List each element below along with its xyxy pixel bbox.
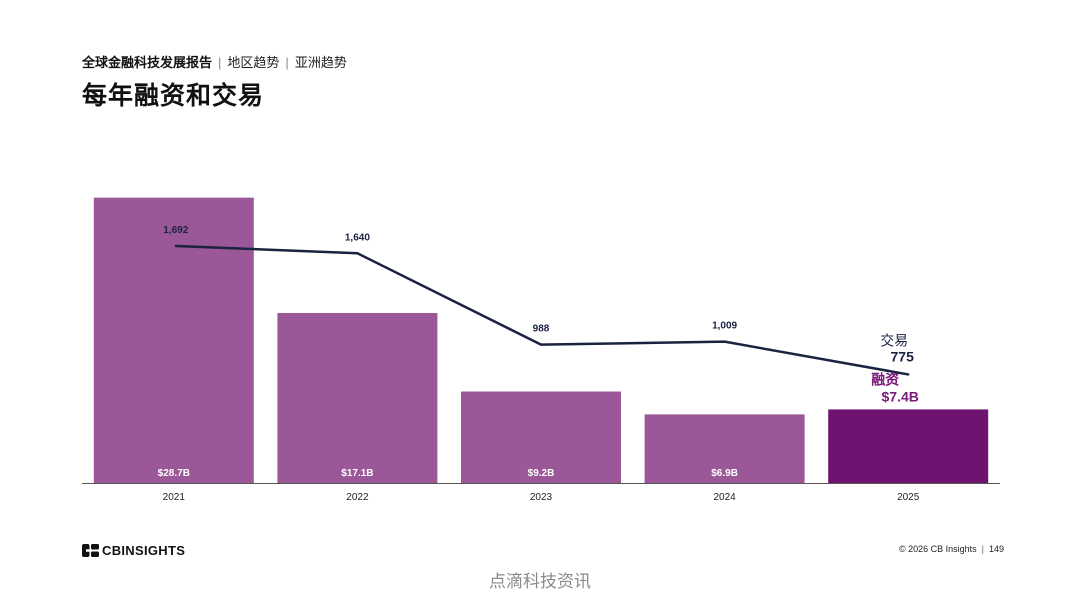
deals-point-2023 [539, 343, 543, 346]
logo-text: CBINSIGHTS [102, 543, 186, 558]
breadcrumb-item-region: 地区趋势 [227, 55, 280, 70]
legend-label-funding: 融资 [871, 371, 899, 387]
x-tick-label-2023: 2023 [530, 492, 553, 503]
bar-value-label-2022: $17.1B [341, 468, 373, 479]
cb-insights-logo: CBINSIGHTS [82, 543, 185, 558]
deals-point-2022 [356, 252, 359, 255]
footer-copyright: © 2026 CB Insights | 149 [899, 544, 1004, 554]
x-tick-label-2025: 2025 [897, 492, 920, 503]
breadcrumb-item-report: 全球金融科技发展报告 [82, 55, 213, 70]
x-tick-label-2022: 2022 [346, 492, 369, 503]
bar-value-label-2021: $28.7B [158, 468, 190, 479]
x-tick-label-2021: 2021 [163, 492, 186, 503]
bar-2021 [93, 197, 254, 484]
watermark: 点滴科技资讯 [489, 572, 591, 591]
breadcrumb: 全球金融科技发展报告 | 地区趋势 | 亚洲趋势 [82, 55, 347, 71]
deals-value-label-2021: 1,692 [163, 225, 188, 236]
footer-separator: | [981, 544, 984, 554]
bar-value-label-2023: $9.2B [528, 468, 555, 479]
breadcrumb-separator: | [285, 55, 289, 70]
page-title: 每年融资和交易 [82, 82, 265, 110]
bar-value-label-2024: $6.9B [711, 468, 738, 479]
deals-value-label-2022: 1,640 [345, 232, 370, 243]
breadcrumb-separator: | [218, 55, 222, 70]
deals-value-label-2024: 1,009 [712, 321, 737, 332]
deals-point-2021 [174, 244, 177, 248]
bar-2024 [644, 414, 805, 483]
deals-value-label-2023: 988 [533, 324, 550, 335]
deals-point-2024 [723, 340, 726, 343]
bar-2025 [828, 409, 989, 483]
deals-point-2025 [907, 373, 910, 376]
cb-logo-icon [82, 544, 99, 557]
copyright-text: © 2026 CB Insights [898, 544, 977, 554]
deals-value-label-2025: 775 [891, 348, 915, 364]
bar-2023 [461, 391, 621, 483]
bar-value-label-2025: $7.4B [882, 388, 919, 404]
bar-2022 [277, 312, 438, 483]
x-tick-label-2024: 2024 [713, 492, 736, 503]
legend-label-deals: 交易 [880, 332, 908, 348]
breadcrumb-item-asia: 亚洲趋势 [294, 55, 347, 70]
page-number: 149 [988, 544, 1004, 554]
